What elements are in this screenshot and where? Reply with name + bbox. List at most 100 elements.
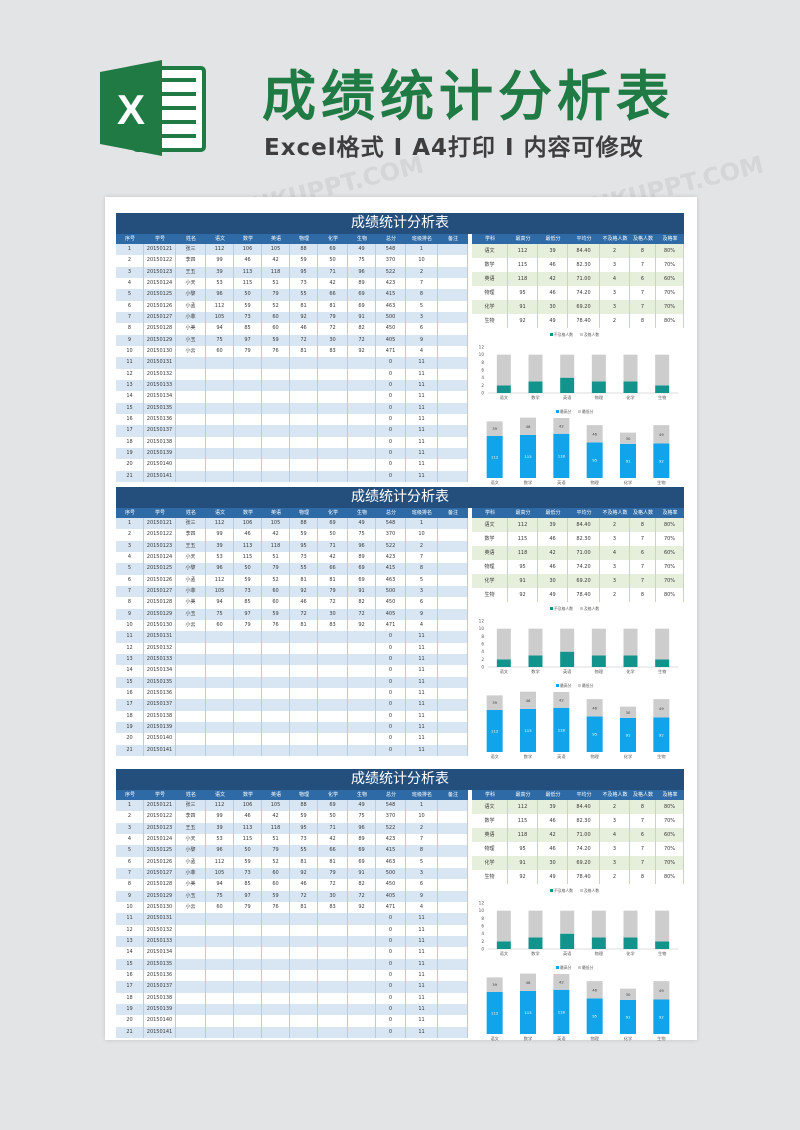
table-row[interactable]: 6 20150126 小孟 112 59 52 81 81 69 463 5 bbox=[116, 574, 468, 586]
table-row[interactable]: 11 20150131 0 11 bbox=[116, 631, 468, 643]
summary-row[interactable]: 数学 115 46 82.30 3 7 70% bbox=[472, 814, 684, 828]
table-row[interactable]: 10 20150130 小云 60 79 76 81 83 92 471 4 bbox=[116, 345, 468, 358]
table-row[interactable]: 16 20150136 0 11 bbox=[116, 687, 468, 700]
table-row[interactable]: 12 20150132 0 11 bbox=[116, 924, 468, 936]
table-row[interactable]: 8 20150128 小美 94 85 60 46 72 82 450 6 bbox=[116, 597, 468, 609]
table-cell: 82 bbox=[348, 323, 376, 335]
table-row[interactable]: 2 20150122 李四 99 46 42 59 50 75 370 10 bbox=[116, 255, 468, 267]
table-row[interactable]: 9 20150129 小玉 75 97 59 72 30 72 405 9 bbox=[116, 608, 468, 620]
table-row[interactable]: 14 20150134 0 11 bbox=[116, 391, 468, 403]
table-row[interactable]: 15 20150135 0 11 bbox=[116, 958, 468, 970]
table-row[interactable]: 19 20150139 0 11 bbox=[116, 1003, 468, 1016]
table-row[interactable]: 2 20150122 李四 99 46 42 59 50 75 370 10 bbox=[116, 529, 468, 541]
summary-cell: 95 bbox=[508, 286, 538, 300]
x-tick-label: 生物 bbox=[658, 394, 666, 401]
table-row[interactable]: 5 20150125 小黎 96 50 79 55 66 69 415 8 bbox=[116, 563, 468, 575]
table-row[interactable]: 4 20150124 小天 53 115 51 73 42 89 423 7 bbox=[116, 833, 468, 846]
table-row[interactable]: 1 20150121 张三 112 106 105 88 69 49 548 1 bbox=[116, 518, 468, 530]
table-row[interactable]: 16 20150136 0 11 bbox=[116, 413, 468, 426]
table-row[interactable]: 12 20150132 0 11 bbox=[116, 368, 468, 380]
summary-cell: 91 bbox=[508, 300, 538, 314]
table-row[interactable]: 14 20150134 0 11 bbox=[116, 665, 468, 677]
table-cell: 20150125 bbox=[144, 289, 176, 301]
table-row[interactable]: 10 20150130 小云 60 79 76 81 83 92 471 4 bbox=[116, 619, 468, 632]
summary-row[interactable]: 生物 92 49 78.40 2 8 80% bbox=[472, 870, 684, 884]
summary-row[interactable]: 英语 118 42 71.00 4 6 60% bbox=[472, 272, 684, 286]
table-row[interactable]: 17 20150137 0 11 bbox=[116, 981, 468, 993]
table-row[interactable]: 8 20150128 小美 94 85 60 46 72 82 450 6 bbox=[116, 323, 468, 335]
summary-row[interactable]: 化学 91 30 69.20 3 7 70% bbox=[472, 856, 684, 870]
table-row[interactable]: 4 20150124 小天 53 115 51 73 42 89 423 7 bbox=[116, 551, 468, 564]
summary-row[interactable]: 化学 91 30 69.20 3 7 70% bbox=[472, 300, 684, 314]
table-row[interactable]: 18 20150138 0 11 bbox=[116, 710, 468, 722]
summary-row[interactable]: 语文 112 39 84.40 2 8 80% bbox=[472, 244, 684, 258]
table-row[interactable]: 7 20150127 小菲 105 73 60 92 79 91 500 3 bbox=[116, 585, 468, 598]
table-row[interactable]: 13 20150133 0 11 bbox=[116, 935, 468, 948]
table-row[interactable]: 11 20150131 0 11 bbox=[116, 913, 468, 925]
summary-row[interactable]: 数学 115 46 82.30 3 7 70% bbox=[472, 258, 684, 272]
summary-cell: 70% bbox=[656, 856, 684, 870]
table-row[interactable]: 3 20150123 王五 39 113 118 95 71 96 522 2 bbox=[116, 266, 468, 278]
table-row[interactable]: 12 20150132 0 11 bbox=[116, 642, 468, 654]
summary-row[interactable]: 英语 118 42 71.00 4 6 60% bbox=[472, 828, 684, 842]
summary-row[interactable]: 化学 91 30 69.20 3 7 70% bbox=[472, 574, 684, 588]
table-cell bbox=[176, 459, 206, 471]
table-row[interactable]: 20 20150140 0 11 bbox=[116, 1015, 468, 1027]
table-row[interactable]: 9 20150129 小玉 75 97 59 72 30 72 405 9 bbox=[116, 890, 468, 902]
table-row[interactable]: 3 20150123 王五 39 113 118 95 71 96 522 2 bbox=[116, 540, 468, 552]
table-cell: 66 bbox=[318, 563, 348, 575]
table-row[interactable]: 5 20150125 小黎 96 50 79 55 66 69 415 8 bbox=[116, 289, 468, 301]
table-row[interactable]: 15 20150135 0 11 bbox=[116, 402, 468, 414]
chart-legend: 最高分 最低分 bbox=[556, 683, 594, 688]
table-row[interactable]: 11 20150131 0 11 bbox=[116, 357, 468, 369]
summary-row[interactable]: 生物 92 49 78.40 2 8 80% bbox=[472, 588, 684, 602]
table-cell: 20150128 bbox=[144, 323, 176, 335]
table-cell: 7 bbox=[116, 311, 144, 324]
table-row[interactable]: 15 20150135 0 11 bbox=[116, 676, 468, 688]
table-cell: 72 bbox=[290, 890, 318, 902]
table-row[interactable]: 21 20150141 0 11 bbox=[116, 744, 468, 756]
table-row[interactable]: 20 20150140 0 11 bbox=[116, 459, 468, 471]
table-row[interactable]: 21 20150141 0 11 bbox=[116, 470, 468, 482]
table-row[interactable]: 7 20150127 小菲 105 73 60 92 79 91 500 3 bbox=[116, 867, 468, 880]
table-row[interactable]: 9 20150129 小玉 75 97 59 72 30 72 405 9 bbox=[116, 334, 468, 346]
summary-row[interactable]: 物理 95 46 74.20 3 7 70% bbox=[472, 286, 684, 300]
summary-row[interactable]: 生物 92 49 78.40 2 8 80% bbox=[472, 314, 684, 328]
table-row[interactable]: 21 20150141 0 11 bbox=[116, 1026, 468, 1038]
table-row[interactable]: 13 20150133 0 11 bbox=[116, 379, 468, 392]
table-row[interactable]: 19 20150139 0 11 bbox=[116, 721, 468, 734]
table-row[interactable]: 19 20150139 0 11 bbox=[116, 447, 468, 460]
table-row[interactable]: 8 20150128 小美 94 85 60 46 72 82 450 6 bbox=[116, 879, 468, 891]
summary-row[interactable]: 物理 95 46 74.20 3 7 70% bbox=[472, 560, 684, 574]
table-row[interactable]: 6 20150126 小孟 112 59 52 81 81 69 463 5 bbox=[116, 300, 468, 312]
table-cell: 8 bbox=[406, 289, 438, 301]
table-row[interactable]: 2 20150122 李四 99 46 42 59 50 75 370 10 bbox=[116, 811, 468, 823]
student-table-header: 序号 学号 姓名 语文 数学 英语 物理 化学 生物 总分 班级排名 备注 bbox=[116, 508, 468, 518]
table-row[interactable]: 14 20150134 0 11 bbox=[116, 947, 468, 959]
table-row[interactable]: 4 20150124 小天 53 115 51 73 42 89 423 7 bbox=[116, 277, 468, 290]
summary-row[interactable]: 语文 112 39 84.40 2 8 80% bbox=[472, 518, 684, 532]
table-row[interactable]: 1 20150121 张三 112 106 105 88 69 49 548 1 bbox=[116, 800, 468, 812]
summary-row[interactable]: 英语 118 42 71.00 4 6 60% bbox=[472, 546, 684, 560]
summary-row[interactable]: 数学 115 46 82.30 3 7 70% bbox=[472, 532, 684, 546]
table-cell bbox=[234, 1026, 262, 1038]
table-cell bbox=[318, 687, 348, 700]
summary-row[interactable]: 语文 112 39 84.40 2 8 80% bbox=[472, 800, 684, 814]
table-row[interactable]: 5 20150125 小黎 96 50 79 55 66 69 415 8 bbox=[116, 845, 468, 857]
table-cell bbox=[438, 563, 468, 575]
table-row[interactable]: 17 20150137 0 11 bbox=[116, 425, 468, 437]
table-row[interactable]: 13 20150133 0 11 bbox=[116, 653, 468, 666]
table-row[interactable]: 6 20150126 小孟 112 59 52 81 81 69 463 5 bbox=[116, 856, 468, 868]
table-row[interactable]: 17 20150137 0 11 bbox=[116, 699, 468, 711]
table-row[interactable]: 18 20150138 0 11 bbox=[116, 992, 468, 1004]
table-cell: 106 bbox=[234, 800, 262, 812]
table-row[interactable]: 16 20150136 0 11 bbox=[116, 969, 468, 982]
table-row[interactable]: 18 20150138 0 11 bbox=[116, 436, 468, 448]
table-cell: 0 bbox=[376, 379, 406, 392]
summary-row[interactable]: 物理 95 46 74.20 3 7 70% bbox=[472, 842, 684, 856]
table-row[interactable]: 1 20150121 张三 112 106 105 88 69 49 548 1 bbox=[116, 244, 468, 256]
table-row[interactable]: 7 20150127 小菲 105 73 60 92 79 91 500 3 bbox=[116, 311, 468, 324]
table-row[interactable]: 20 20150140 0 11 bbox=[116, 733, 468, 745]
table-row[interactable]: 10 20150130 小云 60 79 76 81 83 92 471 4 bbox=[116, 901, 468, 914]
table-row[interactable]: 3 20150123 王五 39 113 118 95 71 96 522 2 bbox=[116, 822, 468, 834]
